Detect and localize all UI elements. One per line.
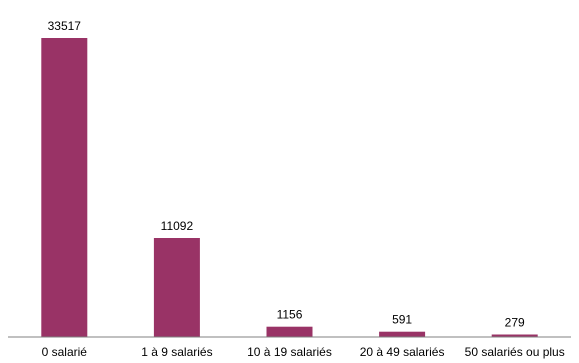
- bar-1-a-9-salaries: [153, 238, 200, 337]
- bars-group: [41, 38, 538, 337]
- data-labels-group: 33517 11092 1156 591 279: [48, 19, 525, 330]
- data-label-50-salaries-ou-plus: 279: [505, 316, 525, 330]
- tick-labels-group: 0 salarié 1 à 9 salariés 10 à 19 salariés 2…: [42, 345, 565, 359]
- bar-10-a-19-salaries: [266, 326, 313, 337]
- x-tick-label-10-a-19-salaries: 10 à 19 salariés: [247, 345, 332, 359]
- x-tick-label-20-a-49-salaries: 20 à 49 salariés: [360, 345, 445, 359]
- bar-0-salarie: [41, 38, 88, 337]
- x-tick-label-1-a-9-salaries: 1 à 9 salariés: [141, 345, 212, 359]
- data-label-10-a-19-salaries: 1156: [277, 308, 303, 322]
- data-label-20-a-49-salaries: 591: [392, 313, 412, 327]
- data-label-1-a-9-salaries: 11092: [161, 219, 194, 233]
- bar-50-salaries-ou-plus: [491, 334, 538, 337]
- x-tick-label-0-salarie: 0 salarié: [42, 345, 88, 359]
- data-label-0-salarie: 33517: [48, 19, 82, 33]
- x-tick-label-50-salaries-ou-plus: 50 salariés ou plus: [465, 345, 565, 359]
- bar-20-a-49-salaries: [379, 331, 426, 337]
